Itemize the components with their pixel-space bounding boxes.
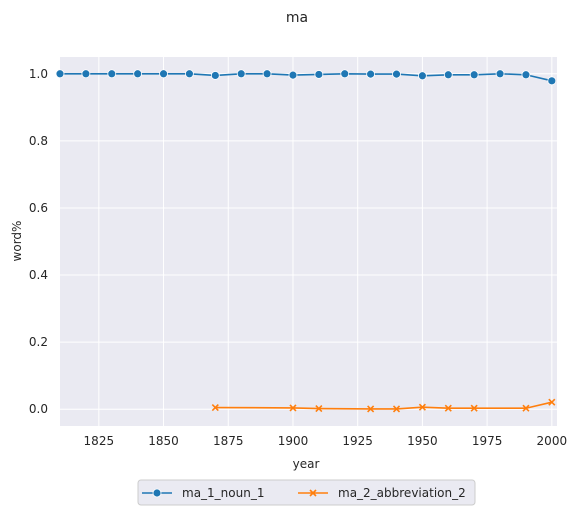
data-point (262, 69, 272, 79)
y-axis-ticks: 0.0 0.2 0.4 0.6 0.8 1.0 (29, 67, 48, 416)
legend-item: ma_2_abbreviation_2 (298, 486, 466, 500)
data-point (547, 76, 557, 86)
series-line (215, 401, 553, 410)
data-point (210, 71, 220, 80)
data-point (314, 70, 324, 79)
x-tick-label: 1900 (278, 434, 309, 448)
data-point (340, 69, 350, 79)
data-point (469, 70, 479, 80)
y-tick-label: 0.0 (29, 402, 48, 416)
legend-item: ma_1_noun_1 (142, 486, 264, 500)
x-tick-label: 1825 (84, 434, 115, 448)
data-point (417, 71, 427, 81)
data-point (548, 398, 556, 406)
chart-title: ma (286, 10, 308, 26)
data-point (315, 404, 323, 413)
y-tick-label: 0.2 (29, 335, 48, 349)
y-tick-label: 0.4 (29, 268, 48, 282)
y-axis-label: word% (10, 221, 24, 262)
data-point (522, 404, 530, 412)
data-point (288, 70, 298, 80)
data-point (211, 403, 219, 412)
y-tick-label: 1.0 (29, 67, 48, 81)
legend-label: ma_2_abbreviation_2 (338, 486, 466, 500)
data-point (107, 69, 117, 79)
data-point (392, 405, 401, 413)
series-ma_2_abbreviation_2 (211, 398, 556, 413)
x-tick-label: 1925 (342, 434, 373, 448)
x-axis-label: year (293, 457, 320, 471)
data-point (159, 69, 168, 79)
x-tick-label: 1950 (407, 434, 438, 448)
x-tick-label: 1850 (148, 434, 179, 448)
series-layer (55, 69, 557, 413)
legend-marker (309, 489, 317, 497)
data-point (470, 404, 478, 412)
series-ma_1_noun_1 (55, 69, 557, 86)
data-point (392, 69, 401, 79)
data-point (366, 69, 376, 79)
x-tick-label: 1975 (472, 434, 503, 448)
data-point (367, 405, 375, 413)
legend: ma_1_noun_1 ma_2_abbreviation_2 (137, 479, 476, 506)
data-point (289, 404, 297, 412)
data-point (495, 69, 505, 79)
plot-background (60, 57, 557, 426)
legend-marker (152, 488, 162, 498)
x-tick-label: 2000 (537, 434, 568, 448)
data-point (521, 70, 531, 80)
data-point (81, 69, 91, 79)
data-point (443, 70, 453, 80)
data-point (236, 69, 246, 79)
x-axis-ticks: 1825 1850 1875 1900 1925 1950 1975 2000 (84, 434, 568, 448)
data-point (185, 69, 194, 79)
data-point (133, 69, 143, 79)
y-tick-label: 0.6 (29, 201, 48, 215)
data-point (55, 69, 65, 79)
y-tick-label: 0.8 (29, 134, 48, 148)
data-point (418, 403, 426, 411)
legend-label: ma_1_noun_1 (182, 486, 264, 500)
data-point (444, 404, 452, 412)
x-tick-label: 1875 (213, 434, 244, 448)
